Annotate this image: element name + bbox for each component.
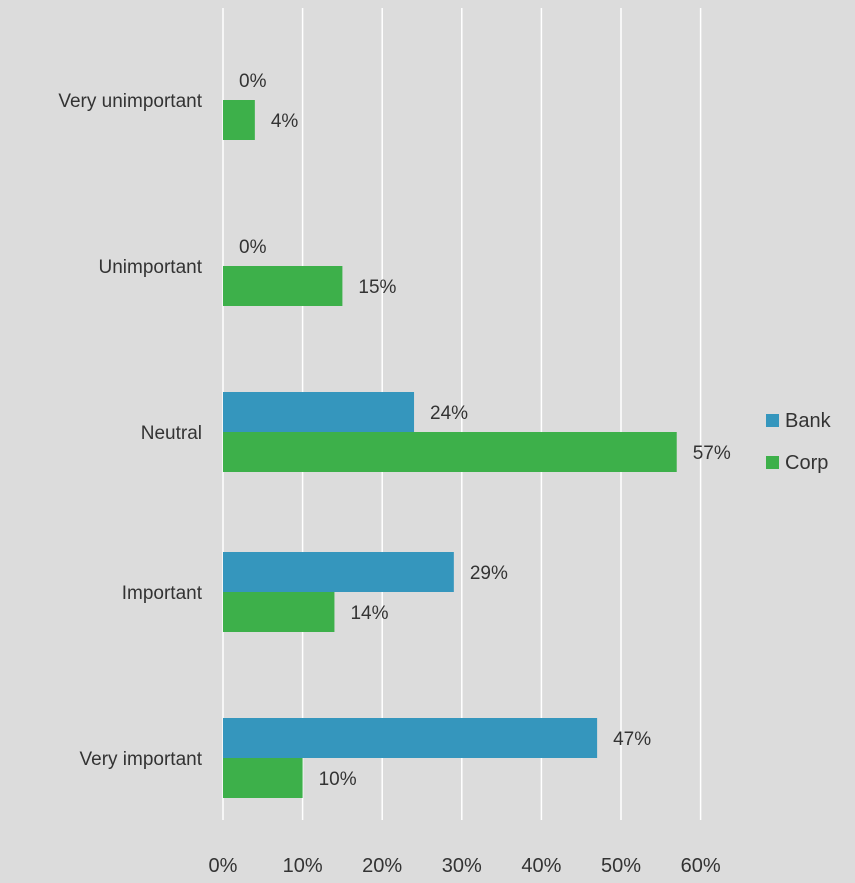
data-label-bank: 47% xyxy=(613,729,651,750)
bar-corp xyxy=(223,592,335,632)
legend-item-corp: Corp xyxy=(766,452,828,474)
data-label-bank: 0% xyxy=(239,237,267,258)
data-labels: 0% 0% 24% 29% 47% 4% 15% 57% 14% 10% xyxy=(239,71,731,790)
x-tick-label: 20% xyxy=(362,855,402,877)
bars xyxy=(223,100,677,798)
data-label-bank: 29% xyxy=(470,563,508,584)
data-label-corp: 14% xyxy=(350,603,388,624)
category-label: Unimportant xyxy=(99,257,203,278)
legend-item-bank: Bank xyxy=(766,410,832,432)
data-label-bank: 24% xyxy=(430,403,468,424)
bar-bank xyxy=(223,392,415,432)
data-label-bank: 0% xyxy=(239,71,267,92)
bar-corp xyxy=(223,266,343,306)
legend: Bank Corp xyxy=(766,410,832,474)
legend-swatch-bank xyxy=(766,414,779,427)
category-label: Very important xyxy=(80,749,203,770)
category-label: Neutral xyxy=(141,423,202,444)
category-labels: Very unimportant Unimportant Neutral Import… xyxy=(58,91,202,770)
x-tick-label: 50% xyxy=(601,855,641,877)
bar-corp xyxy=(223,432,677,472)
x-tick-label: 0% xyxy=(209,855,238,877)
data-label-corp: 57% xyxy=(693,443,731,464)
x-tick-label: 30% xyxy=(442,855,482,877)
bar-corp xyxy=(223,100,255,140)
category-label: Important xyxy=(122,583,203,604)
bar-bank xyxy=(223,552,454,592)
category-label: Very unimportant xyxy=(58,91,202,112)
bar-corp xyxy=(223,758,303,798)
x-tick-label: 10% xyxy=(283,855,323,877)
legend-swatch-corp xyxy=(766,456,779,469)
bar-bank xyxy=(223,718,598,758)
data-label-corp: 4% xyxy=(271,111,299,132)
x-axis-ticks: 0% 10% 20% 30% 40% 50% 60% xyxy=(209,855,721,877)
legend-label-bank: Bank xyxy=(785,410,832,432)
data-label-corp: 10% xyxy=(319,769,357,790)
x-tick-label: 60% xyxy=(681,855,721,877)
legend-label-corp: Corp xyxy=(785,452,828,474)
x-tick-label: 40% xyxy=(521,855,561,877)
data-label-corp: 15% xyxy=(358,277,396,298)
